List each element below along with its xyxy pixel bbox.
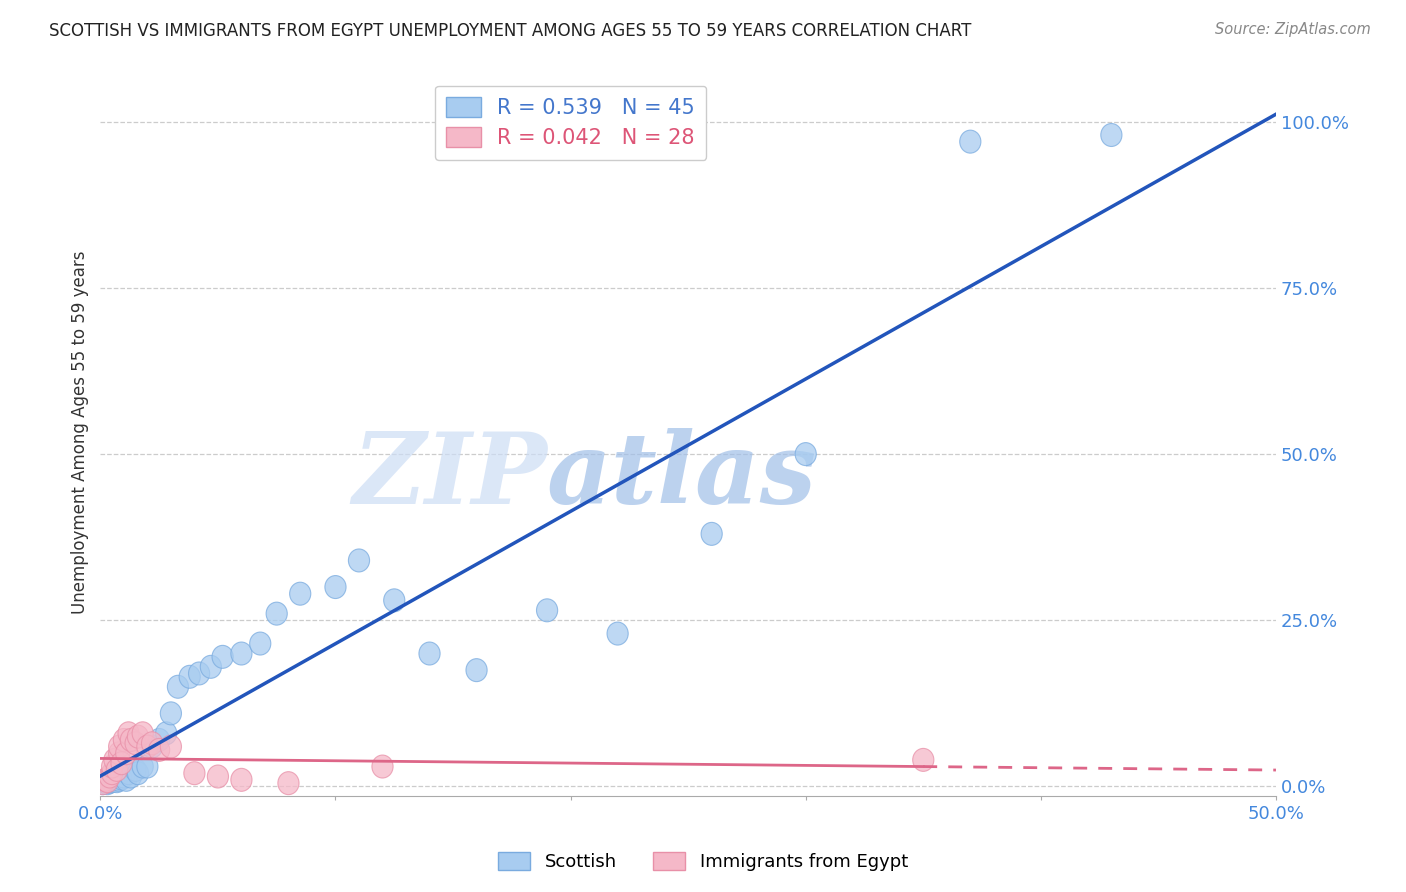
Ellipse shape bbox=[108, 742, 129, 764]
Ellipse shape bbox=[160, 702, 181, 725]
Text: SCOTTISH VS IMMIGRANTS FROM EGYPT UNEMPLOYMENT AMONG AGES 55 TO 59 YEARS CORRELA: SCOTTISH VS IMMIGRANTS FROM EGYPT UNEMPL… bbox=[49, 22, 972, 40]
Ellipse shape bbox=[101, 762, 122, 785]
Ellipse shape bbox=[107, 770, 128, 793]
Ellipse shape bbox=[132, 722, 153, 745]
Ellipse shape bbox=[142, 731, 163, 755]
Ellipse shape bbox=[94, 770, 115, 793]
Ellipse shape bbox=[125, 758, 146, 781]
Ellipse shape bbox=[121, 729, 142, 751]
Ellipse shape bbox=[125, 731, 146, 755]
Ellipse shape bbox=[465, 658, 486, 681]
Ellipse shape bbox=[142, 735, 163, 758]
Text: ZIP: ZIP bbox=[352, 428, 547, 524]
Ellipse shape bbox=[537, 599, 558, 622]
Ellipse shape bbox=[960, 130, 981, 153]
Ellipse shape bbox=[212, 645, 233, 668]
Ellipse shape bbox=[108, 735, 129, 758]
Ellipse shape bbox=[100, 767, 121, 790]
Ellipse shape bbox=[156, 722, 177, 745]
Legend: Scottish, Immigrants from Egypt: Scottish, Immigrants from Egypt bbox=[491, 845, 915, 879]
Ellipse shape bbox=[266, 602, 287, 625]
Ellipse shape bbox=[796, 442, 817, 466]
Ellipse shape bbox=[179, 665, 200, 689]
Text: Source: ZipAtlas.com: Source: ZipAtlas.com bbox=[1215, 22, 1371, 37]
Ellipse shape bbox=[111, 767, 132, 790]
Ellipse shape bbox=[188, 662, 209, 685]
Text: atlas: atlas bbox=[547, 428, 817, 524]
Ellipse shape bbox=[97, 770, 118, 793]
Ellipse shape bbox=[419, 642, 440, 665]
Ellipse shape bbox=[93, 772, 114, 795]
Ellipse shape bbox=[118, 762, 139, 785]
Ellipse shape bbox=[100, 765, 121, 788]
Ellipse shape bbox=[128, 725, 149, 748]
Ellipse shape bbox=[101, 755, 122, 778]
Ellipse shape bbox=[149, 739, 170, 762]
Ellipse shape bbox=[108, 768, 129, 791]
Ellipse shape bbox=[132, 755, 153, 778]
Ellipse shape bbox=[94, 768, 115, 791]
Ellipse shape bbox=[97, 768, 118, 791]
Ellipse shape bbox=[912, 748, 934, 772]
Ellipse shape bbox=[104, 768, 125, 791]
Ellipse shape bbox=[136, 755, 157, 778]
Ellipse shape bbox=[136, 735, 157, 758]
Y-axis label: Unemployment Among Ages 55 to 59 years: Unemployment Among Ages 55 to 59 years bbox=[72, 251, 89, 615]
Ellipse shape bbox=[114, 765, 135, 788]
Ellipse shape bbox=[278, 772, 299, 795]
Ellipse shape bbox=[118, 722, 139, 745]
Legend: R = 0.539   N = 45, R = 0.042   N = 28: R = 0.539 N = 45, R = 0.042 N = 28 bbox=[434, 86, 706, 160]
Ellipse shape bbox=[250, 632, 271, 655]
Ellipse shape bbox=[384, 589, 405, 612]
Ellipse shape bbox=[607, 622, 628, 645]
Ellipse shape bbox=[167, 675, 188, 698]
Ellipse shape bbox=[231, 642, 252, 665]
Ellipse shape bbox=[702, 523, 723, 545]
Ellipse shape bbox=[1101, 123, 1122, 146]
Ellipse shape bbox=[121, 765, 142, 788]
Ellipse shape bbox=[107, 758, 128, 781]
Ellipse shape bbox=[373, 755, 394, 778]
Ellipse shape bbox=[349, 549, 370, 572]
Ellipse shape bbox=[104, 748, 125, 772]
Ellipse shape bbox=[114, 729, 135, 751]
Ellipse shape bbox=[111, 752, 132, 774]
Ellipse shape bbox=[101, 765, 122, 788]
Ellipse shape bbox=[100, 771, 121, 793]
Ellipse shape bbox=[207, 765, 229, 788]
Ellipse shape bbox=[128, 762, 149, 785]
Ellipse shape bbox=[290, 582, 311, 605]
Ellipse shape bbox=[97, 772, 118, 795]
Ellipse shape bbox=[231, 768, 252, 791]
Ellipse shape bbox=[149, 729, 170, 751]
Ellipse shape bbox=[325, 575, 346, 599]
Ellipse shape bbox=[101, 770, 122, 793]
Ellipse shape bbox=[115, 742, 136, 764]
Ellipse shape bbox=[160, 735, 181, 758]
Ellipse shape bbox=[107, 765, 128, 788]
Ellipse shape bbox=[115, 768, 136, 791]
Ellipse shape bbox=[93, 772, 114, 795]
Ellipse shape bbox=[184, 762, 205, 785]
Ellipse shape bbox=[200, 656, 221, 678]
